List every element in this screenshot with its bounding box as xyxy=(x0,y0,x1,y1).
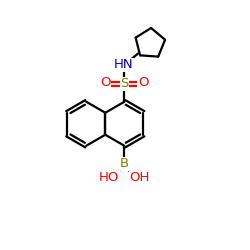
Text: OH: OH xyxy=(130,170,150,183)
Text: HO: HO xyxy=(99,170,119,183)
Text: B: B xyxy=(120,157,129,170)
Text: HN: HN xyxy=(114,58,134,71)
Text: O: O xyxy=(100,76,110,89)
Text: S: S xyxy=(120,77,128,90)
Text: O: O xyxy=(138,76,148,89)
